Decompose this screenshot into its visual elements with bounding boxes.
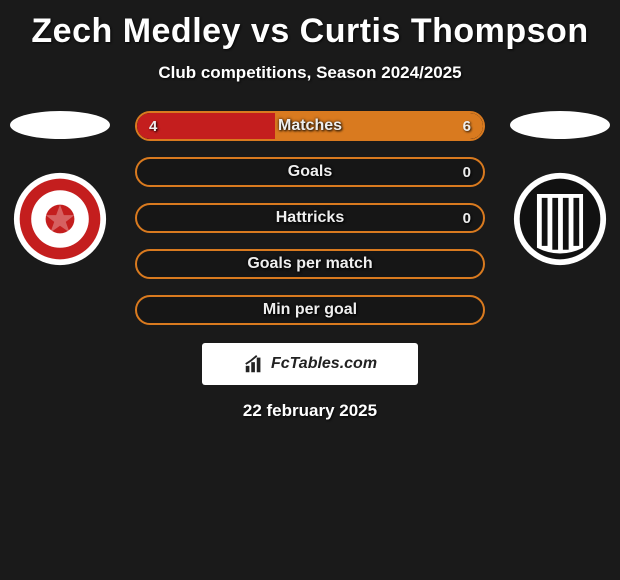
stat-value-right: 0: [463, 205, 471, 231]
stat-value-left: 4: [149, 113, 157, 139]
stat-label: Min per goal: [137, 297, 483, 323]
attribution-badge: FcTables.com: [202, 343, 418, 385]
stat-row: Goals per match: [135, 249, 485, 279]
right-club-badge: [512, 171, 608, 267]
stat-row: Min per goal: [135, 295, 485, 325]
stat-row: Goals0: [135, 157, 485, 187]
date-label: 22 february 2025: [0, 401, 620, 421]
left-country-flag: [10, 111, 110, 139]
stat-value-right: 0: [463, 159, 471, 185]
page-title: Zech Medley vs Curtis Thompson: [0, 0, 620, 51]
stat-label: Hattricks: [137, 205, 483, 231]
right-badge-icon: [512, 171, 608, 267]
stat-label: Matches: [137, 113, 483, 139]
right-team-column: [510, 111, 610, 271]
stat-label: Goals per match: [137, 251, 483, 277]
subtitle: Club competitions, Season 2024/2025: [0, 63, 620, 83]
left-badge-icon: [12, 171, 108, 267]
chart-icon: [243, 353, 265, 375]
stat-label: Goals: [137, 159, 483, 185]
attribution-text: FcTables.com: [271, 355, 377, 373]
stat-bars: Matches46Goals0Hattricks0Goals per match…: [135, 111, 485, 325]
left-club-badge: [12, 171, 108, 267]
left-team-column: [10, 111, 110, 271]
stat-row: Hattricks0: [135, 203, 485, 233]
stat-row: Matches4 6: [135, 111, 485, 141]
stat-value-right: 6: [463, 113, 471, 139]
right-country-flag: [510, 111, 610, 139]
comparison-panel: Matches46Goals0Hattricks0Goals per match…: [0, 111, 620, 421]
